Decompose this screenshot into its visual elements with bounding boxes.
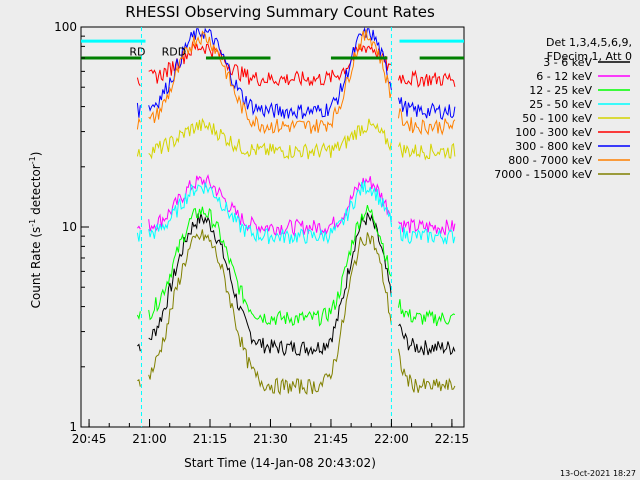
legend-header: FDecim 1, Att 0 [547, 50, 632, 63]
y-tick-label: 100 [54, 20, 77, 34]
legend-entry-label: 800 - 7000 keV [508, 154, 592, 167]
x-tick-label: 21:45 [314, 432, 349, 446]
annotation-layer: RD RDD [129, 46, 186, 59]
series-layer [136, 27, 456, 396]
legend-entry-label: 6 - 12 keV [536, 70, 592, 83]
x-tick-label: 21:30 [253, 432, 288, 446]
legend-entry-label: 3 - 6 keV [543, 56, 592, 69]
x-tick-label: 22:00 [374, 432, 409, 446]
legend: Det 1,3,4,5,6,9,FDecim 1, Att 03 - 6 keV… [494, 36, 632, 181]
x-tick-label: 22:15 [435, 432, 470, 446]
x-tick-label: 20:45 [72, 432, 107, 446]
flag-layer [81, 27, 464, 427]
series-line-3 [136, 204, 456, 327]
legend-entry-label: 300 - 800 keV [515, 140, 592, 153]
y-axis-label: Count Rate (s-1 detector-1) [28, 152, 43, 309]
y-tick-label: 1 [69, 420, 77, 434]
legend-entry-label: 100 - 300 keV [515, 126, 592, 139]
series-line-5 [136, 117, 456, 161]
legend-entry-label: 25 - 50 keV [529, 98, 592, 111]
y-tick-label: 10 [62, 220, 77, 234]
chart-title: RHESSI Observing Summary Count Rates [125, 3, 435, 21]
timestamp: 13-Oct-2021 18:27 [560, 469, 636, 478]
x-tick-label: 21:00 [132, 432, 167, 446]
legend-entry-label: 12 - 25 keV [529, 84, 592, 97]
series-line-8 [136, 29, 456, 136]
annotation-label: RDD [162, 46, 187, 59]
series-line-9 [137, 229, 456, 396]
x-tick-label: 21:15 [193, 432, 228, 446]
legend-entry-label: 50 - 100 keV [522, 112, 592, 125]
x-axis-label: Start Time (14-Jan-08 20:43:02) [184, 456, 376, 470]
legend-header: Det 1,3,4,5,6,9, [546, 36, 632, 49]
legend-entry-label: 7000 - 15000 keV [494, 168, 592, 181]
annotation-label: RD [129, 46, 145, 59]
series-line-1 [137, 212, 456, 357]
tick-layer: 20:45 21:00 21:15 21:30 21:45 22:00 22:15 1 10 10… [54, 20, 469, 446]
series-line-4 [136, 180, 456, 245]
series-line-2 [137, 174, 456, 237]
